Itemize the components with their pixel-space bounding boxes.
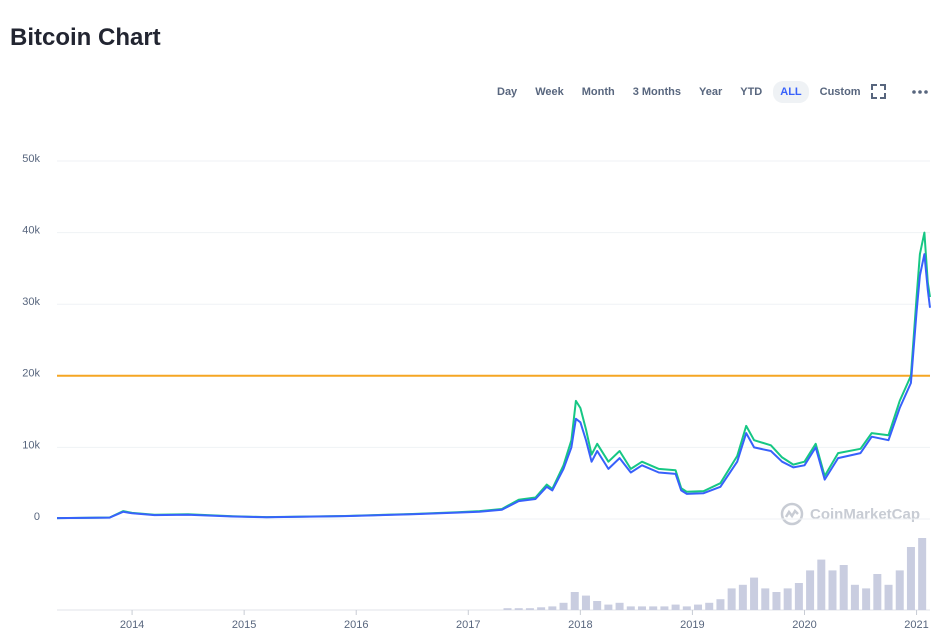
y-tick-label: 40k xyxy=(22,225,40,237)
expand-icon[interactable] xyxy=(871,84,886,99)
volume-bar xyxy=(694,604,703,610)
range-button[interactable]: Month xyxy=(575,81,622,103)
x-tick-label: 2015 xyxy=(232,619,256,631)
y-tick-label: 0 xyxy=(34,511,40,523)
x-tick-label: 2020 xyxy=(792,619,816,631)
x-tick-label: 2017 xyxy=(456,619,480,631)
volume-bar xyxy=(895,570,904,610)
volume-bar xyxy=(873,574,882,610)
volume-bar xyxy=(727,588,736,610)
volume-bar xyxy=(906,547,915,610)
x-tick-label: 2018 xyxy=(568,619,592,631)
price-line xyxy=(56,253,931,520)
range-button[interactable]: 3 Months xyxy=(626,81,688,103)
volume-bar xyxy=(570,592,579,610)
y-tick-label: 10k xyxy=(22,439,40,451)
volume-bar xyxy=(884,584,893,610)
volume-bar xyxy=(850,584,859,610)
volume-bar xyxy=(705,602,714,610)
volume-bar xyxy=(581,595,590,610)
watermark-logo xyxy=(780,502,804,526)
range-button[interactable]: Year xyxy=(692,81,729,103)
volume-bar xyxy=(671,604,680,610)
volume-bar xyxy=(750,577,759,610)
volume-bar xyxy=(649,606,658,610)
range-button[interactable]: YTD xyxy=(733,81,769,103)
volume-bar xyxy=(559,602,568,610)
volume-bar xyxy=(537,607,546,610)
more-icon[interactable] xyxy=(912,90,928,94)
y-tick-label: 20k xyxy=(22,368,40,380)
range-button[interactable]: ALL xyxy=(773,81,809,103)
volume-bar xyxy=(593,601,602,610)
x-tick-label: 2014 xyxy=(120,619,144,631)
volume-bar xyxy=(548,606,557,610)
volume-bar xyxy=(738,584,747,610)
volume-bar xyxy=(604,604,613,610)
volume-bar xyxy=(716,599,725,610)
volume-bar xyxy=(626,606,635,610)
page-title: Bitcoin Chart xyxy=(10,24,161,51)
x-tick-label: 2021 xyxy=(904,619,928,631)
x-tick-label: 2016 xyxy=(344,619,368,631)
volume-bar xyxy=(862,588,871,610)
volume-bar xyxy=(772,592,781,610)
x-tick-label: 2019 xyxy=(680,619,704,631)
volume-bar xyxy=(682,606,691,610)
y-tick-label: 50k xyxy=(22,153,40,165)
volume-bar xyxy=(783,588,792,610)
volume-bar xyxy=(503,608,512,610)
y-tick-label: 30k xyxy=(22,296,40,308)
volume-bar xyxy=(525,608,534,610)
volume-bar xyxy=(615,602,624,610)
volume-bar xyxy=(637,606,646,610)
volume-bar xyxy=(660,606,669,610)
volume-bar xyxy=(839,565,848,610)
toolbar: Day Week Month 3 Months Year YTD ALL Custom xyxy=(490,81,868,103)
range-button[interactable]: Week xyxy=(528,81,571,103)
watermark: CoinMarketCap xyxy=(810,506,920,523)
volume-bar xyxy=(806,570,815,610)
volume-bar xyxy=(761,588,770,610)
range-button[interactable]: Day xyxy=(490,81,524,103)
volume-bar xyxy=(794,583,803,610)
range-button[interactable]: Custom xyxy=(813,81,868,103)
volume-bar xyxy=(514,608,523,610)
volume-bar xyxy=(828,570,837,610)
volume-bar xyxy=(918,538,927,610)
volume-bar xyxy=(817,559,826,610)
